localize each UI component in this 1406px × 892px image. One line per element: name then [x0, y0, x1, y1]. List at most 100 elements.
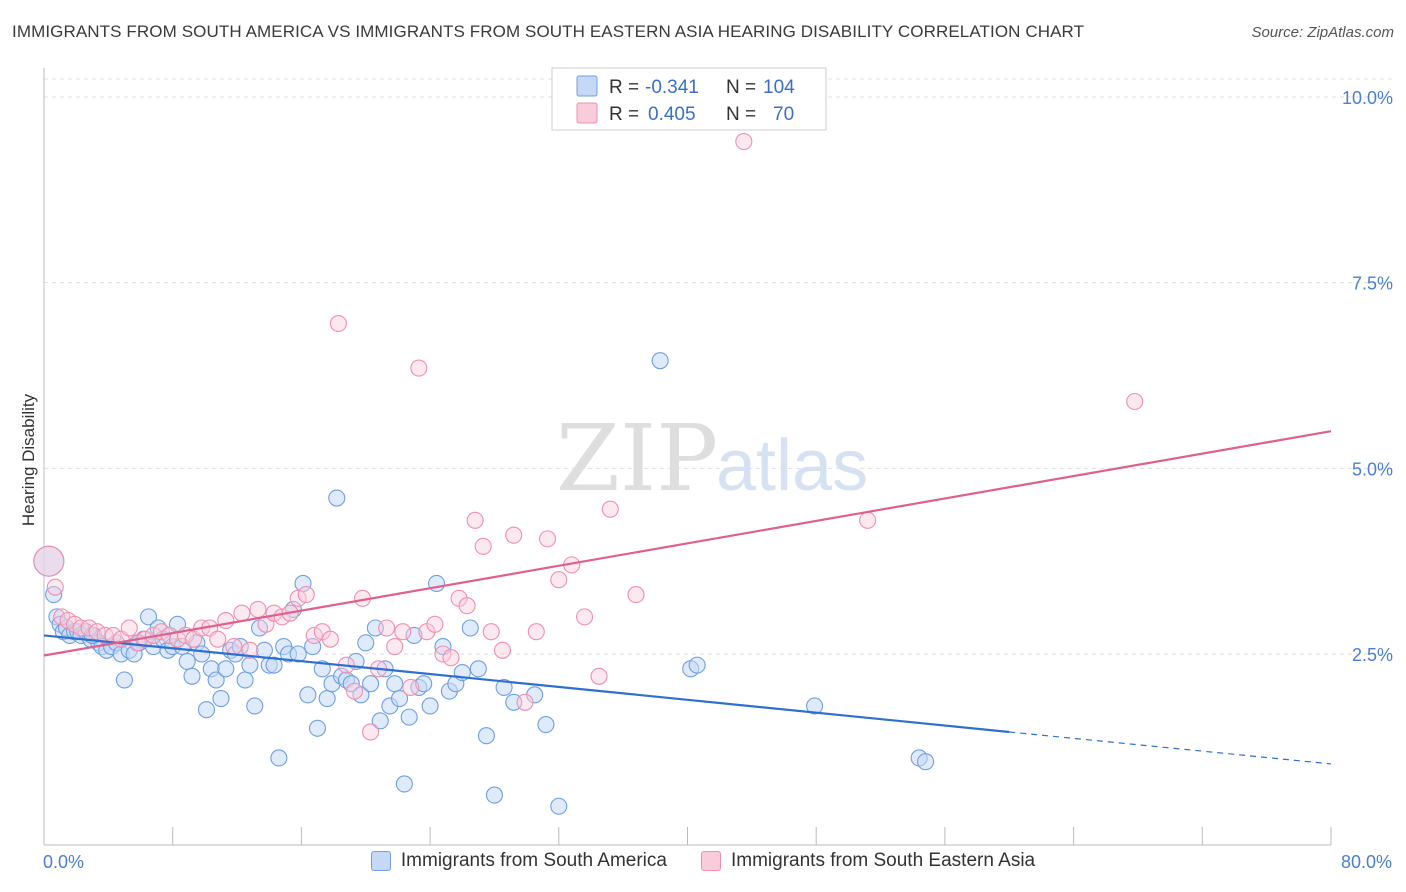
trend-line-south-eastern-asia	[43, 430, 1332, 657]
point-s0-96	[550, 797, 568, 815]
stats-n-label-1: N =	[726, 77, 756, 98]
point-s0-24	[140, 608, 158, 626]
point-s0-61	[318, 690, 336, 708]
point-s0-57	[299, 686, 317, 704]
point-s1-50	[434, 645, 452, 663]
point-s1-43	[378, 619, 396, 637]
point-s0-70	[362, 675, 380, 693]
point-s1-47	[410, 359, 428, 377]
point-s0-75	[386, 675, 404, 693]
y-axis-title: Hearing Disability	[19, 393, 38, 526]
point-s0-100	[806, 697, 824, 715]
point-s1-22	[209, 630, 227, 648]
point-s0-102	[917, 753, 935, 771]
point-s0-44	[236, 671, 254, 689]
point-s1-44	[386, 638, 404, 656]
point-s0-89	[469, 660, 487, 678]
point-s1-24	[225, 638, 243, 656]
point-s0-90	[477, 727, 495, 745]
point-s0-88	[461, 619, 479, 637]
point-s1-25	[233, 604, 251, 622]
trend-line-south-america	[43, 634, 1010, 734]
point-s0-19	[115, 671, 133, 689]
point-s0-59	[308, 719, 327, 737]
stats-n-label-2: N =	[726, 104, 756, 125]
point-s0-72	[371, 712, 389, 730]
point-s0-60	[313, 660, 331, 678]
point-s0-79	[405, 626, 423, 644]
point-s0-55	[289, 645, 307, 663]
point-s1-66	[601, 500, 619, 518]
point-s1-68	[859, 511, 877, 529]
stats-n-value-1: 104	[763, 77, 795, 98]
point-s1-46	[402, 678, 420, 696]
point-s0-99	[688, 656, 706, 674]
point-s0-81	[415, 675, 433, 693]
grid-lines	[44, 78, 1392, 655]
point-s1-1	[46, 578, 64, 596]
point-s1-56	[482, 623, 500, 641]
x-tick-label-max: 80.0%	[1340, 852, 1392, 872]
stats-box-frame	[551, 67, 827, 131]
point-s0-39	[212, 690, 230, 708]
point-s0-77	[395, 775, 413, 793]
point-s0-35	[193, 645, 211, 663]
point-s1-57	[493, 641, 512, 659]
point-s0-95	[537, 716, 555, 734]
y-tick-label-2: 7.5%	[1352, 274, 1393, 294]
point-s1-51	[442, 649, 460, 667]
stats-swatch-pink	[576, 102, 598, 124]
point-s0-40	[217, 660, 235, 678]
data-points	[33, 133, 1144, 815]
point-s1-41	[362, 723, 380, 741]
point-s1-39	[345, 682, 364, 700]
point-s1-6	[80, 619, 98, 637]
point-s0-78	[400, 708, 418, 726]
source-label: Source: ZipAtlas.com	[1251, 24, 1394, 41]
point-s0-69	[357, 634, 375, 652]
point-s1-32	[289, 589, 307, 607]
point-s1-36	[321, 630, 339, 648]
axes	[43, 68, 1332, 846]
point-s1-53	[458, 597, 476, 615]
point-s0-32	[178, 652, 196, 670]
point-s0-92	[495, 678, 513, 696]
watermark: ZIP atlas	[556, 405, 868, 512]
point-s1-69	[1126, 392, 1144, 411]
y-tick-label-1: 5.0%	[1352, 459, 1393, 479]
point-s1-37	[329, 314, 347, 333]
watermark-zip: ZIP	[556, 405, 718, 512]
watermark-atlas: atlas	[716, 426, 868, 506]
point-s0-82	[421, 697, 439, 715]
legend-item-south-america[interactable]: Immigrants from South America	[370, 850, 667, 872]
legend-swatch-pink	[700, 851, 721, 871]
stats-r-label-2: R =	[609, 104, 639, 125]
legend-label-south-america: Immigrants from South America	[400, 850, 667, 871]
legend-label-south-eastern-asia: Immigrants from South Eastern Asia	[730, 850, 1036, 871]
point-s1-59	[516, 693, 534, 711]
stats-r-value-1: -0.341	[645, 77, 699, 98]
point-s1-0	[33, 545, 65, 577]
stats-swatch-blue	[576, 75, 598, 97]
point-s1-65	[590, 667, 608, 685]
bottom-legend: Immigrants from South America Immigrants…	[0, 850, 1406, 872]
point-s0-63	[328, 489, 346, 507]
point-s1-58	[505, 526, 523, 544]
point-s1-11	[120, 619, 138, 637]
point-s1-54	[466, 511, 484, 529]
point-s1-26	[241, 641, 259, 659]
point-s1-23	[217, 612, 235, 630]
point-s0-76	[390, 690, 409, 708]
point-s1-62	[550, 571, 568, 589]
point-s0-91	[485, 786, 504, 804]
y-tick-label-0: 2.5%	[1352, 645, 1393, 665]
point-s0-36	[197, 701, 216, 719]
point-s0-50	[265, 656, 283, 674]
point-s1-49	[426, 615, 444, 633]
point-s0-38	[207, 671, 225, 689]
legend-swatch-blue	[370, 851, 391, 871]
point-s1-55	[474, 537, 492, 555]
legend-item-south-eastern-asia[interactable]: Immigrants from South Eastern Asia	[700, 850, 1036, 872]
point-s1-60	[527, 623, 545, 641]
